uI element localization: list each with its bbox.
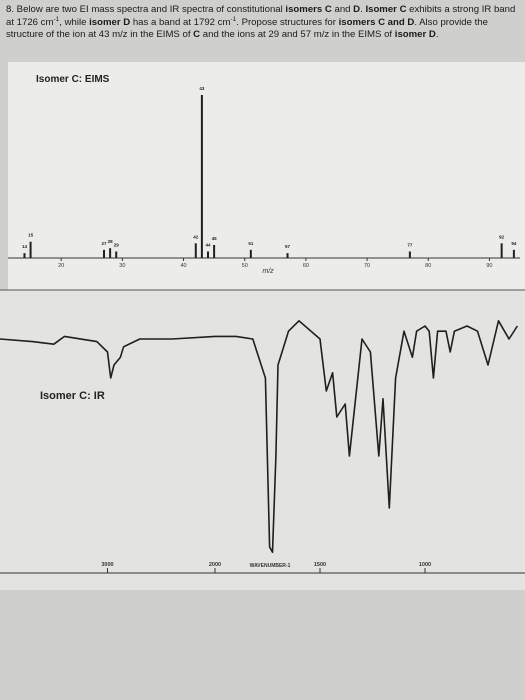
question-text: exhibits a strong IR band at 1726 cm [6,4,516,28]
question-text: C [193,29,201,40]
peak-label: 14 [22,244,28,249]
x-axis-label: WAVENUMBER-1 [250,563,291,569]
peak-label: 43 [199,86,205,91]
question-text: isomer D [89,16,131,28]
question-text: . Also provide the structure of the ion … [6,16,488,41]
x-tick-label: 80 [425,263,431,269]
peak [408,251,411,258]
x-tick-label: 50 [242,263,248,269]
peak [103,249,105,258]
x-axis-label: m/z [262,268,274,275]
question-text: isomer D [394,29,436,40]
x-tick-label: 1000 [419,562,431,568]
peak [200,95,203,258]
question-text: and [331,4,354,15]
x-tick-label: 40 [180,263,186,269]
peak-label: 77 [407,242,413,247]
x-tick-label: 70 [364,263,370,269]
peak-label: 44 [205,242,211,247]
x-tick-label: 60 [303,263,309,269]
peak [207,251,209,258]
peak-label: 94 [511,241,517,246]
peak [286,253,289,258]
peak [115,251,118,258]
x-tick-label: 2000 [209,562,221,568]
peak-label: 29 [114,242,120,247]
question-text: D [353,4,361,15]
x-tick-label: 1500 [314,562,326,568]
peak [213,244,216,258]
peak [500,243,503,258]
chart-title: Isomer C: IR [40,390,105,402]
peak [512,249,515,258]
peak [29,241,32,258]
peak-label: 27 [101,241,107,246]
ms-panel [8,62,525,290]
peak-label: 42 [193,234,199,239]
question-text: , while [59,16,90,28]
peak [249,249,252,258]
peak-label: 15 [28,233,34,238]
peak-label: 51 [248,241,254,246]
peak-label: 45 [212,236,218,241]
chart-title: Isomer C: EIMS [36,74,110,85]
question-text: -1 [230,15,237,23]
ir-trace [0,320,519,553]
peak-label: 57 [285,244,291,249]
question: 8. Below are two EI mass spectra and IR … [6,4,516,42]
peak-label: 28 [108,239,114,244]
peak [194,243,197,258]
question-text: . Propose structures for [236,16,339,28]
question-text: has a band at 1792 cm [130,16,231,28]
question-text: . [435,29,439,40]
question-text: isomers C [285,4,332,15]
x-tick-label: 30 [119,263,125,269]
question-text: 8. Below are two EI mass spectra and IR … [6,4,286,15]
question-text: Isomer C [365,4,407,15]
question-text: isomers C and D [338,16,415,28]
x-tick-label: 3000 [101,562,113,568]
x-tick-label: 20 [58,263,64,269]
peak [109,248,112,258]
question-text: and the ions at 29 and 57 m/z in the EIM… [200,29,395,40]
x-tick-label: 90 [486,263,492,269]
question-text: -1 [53,15,60,23]
peak-label: 92 [499,234,505,239]
peak [23,253,26,258]
question-text: . [360,4,366,15]
